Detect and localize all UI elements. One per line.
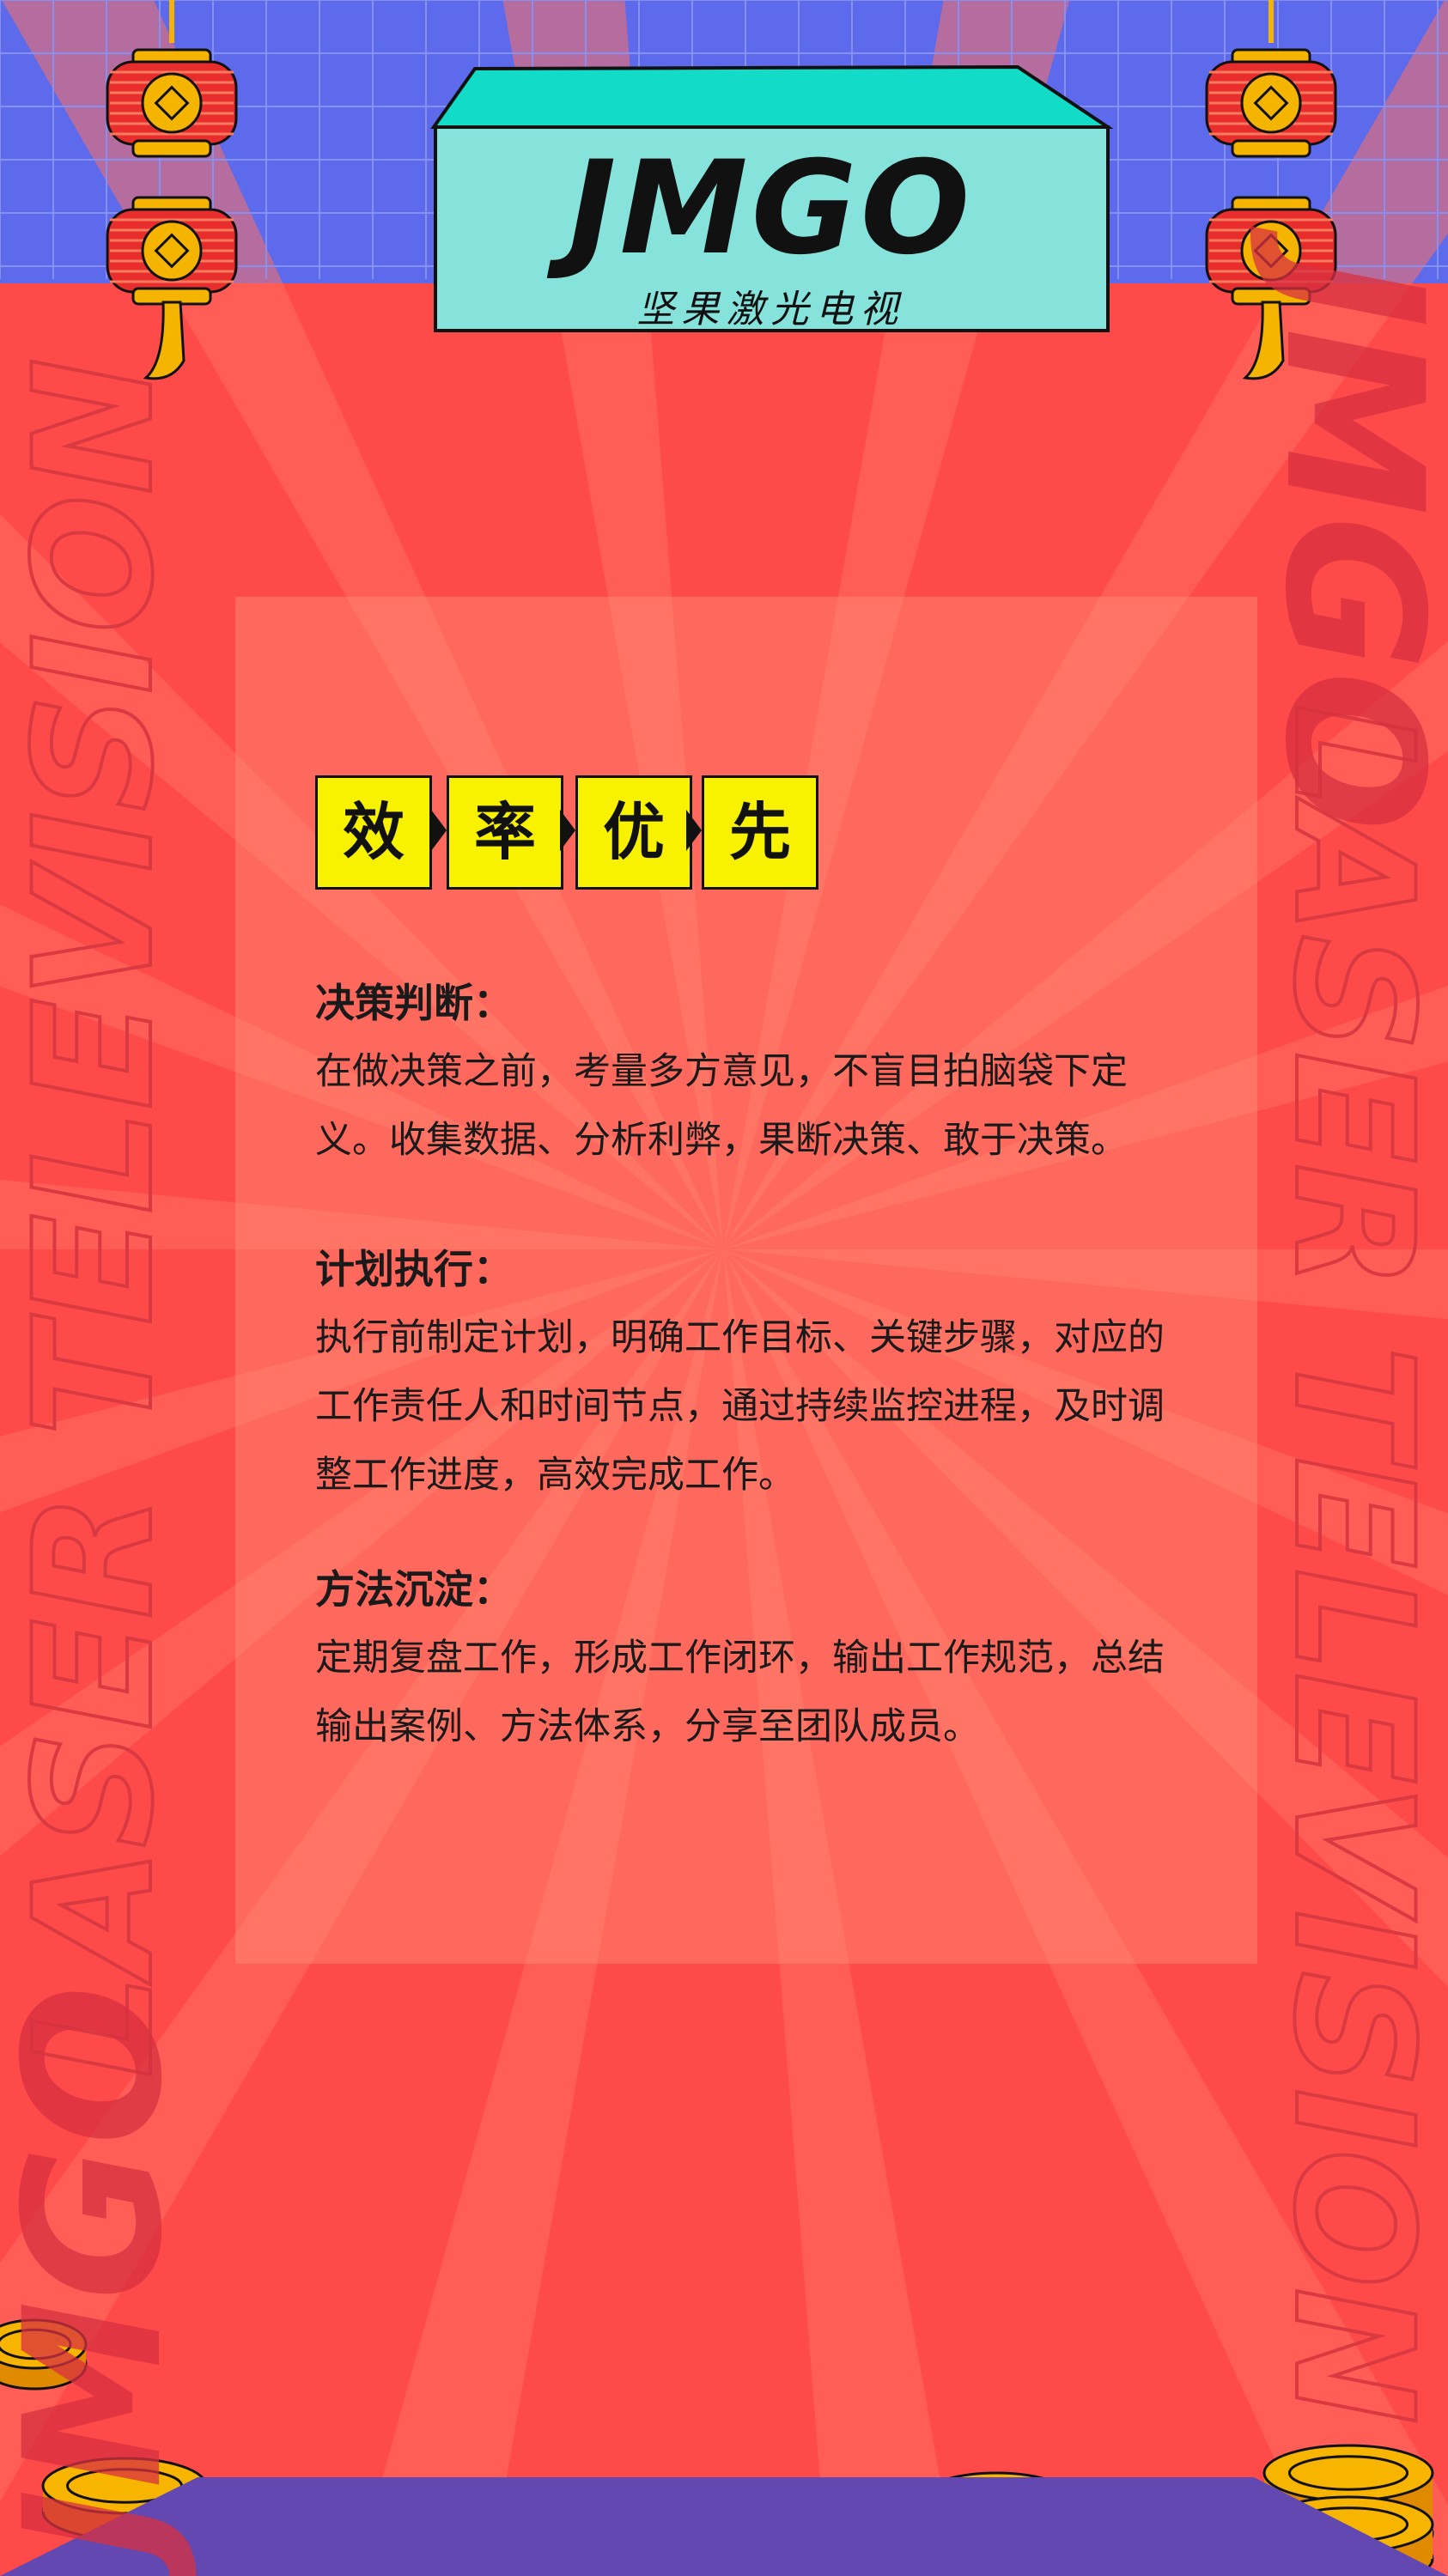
heading-tile: 效 <box>315 775 432 890</box>
section: 计划执行： 执行前制定计划，明确工作目标、关键步骤，对应的工作责任人和时间节点，通… <box>315 1235 1200 1510</box>
section-title: 计划执行： <box>315 1246 513 1292</box>
logo-box-top <box>430 64 1114 129</box>
tile-arrow <box>431 810 447 851</box>
watermark-text: LASER TELEVISION <box>1258 704 1448 2424</box>
ray <box>723 1249 1448 1320</box>
lantern-hole <box>1253 233 1289 269</box>
section-body: 定期复盘工作，形成工作闭环，输出工作规范，总结输出案例、方法体系，分享至团队成员… <box>315 1637 1165 1748</box>
heading-tile: 先 <box>702 775 818 890</box>
lantern-hole <box>154 85 190 121</box>
ray <box>723 1249 1448 1987</box>
ray <box>723 641 1448 1249</box>
ray <box>723 1249 1448 2576</box>
ray <box>355 1249 723 2576</box>
top-grid <box>0 0 1448 279</box>
ray <box>0 1249 723 2502</box>
ray <box>723 1249 1448 1595</box>
section-body: 执行前制定计划，明确工作目标、关键步骤，对应的工作责任人和时间节点，通过持续监控… <box>315 1316 1165 1497</box>
lantern-hole <box>1253 85 1289 121</box>
tile-arrow <box>686 810 702 851</box>
lantern-hole <box>154 233 190 269</box>
lantern-cap <box>1231 139 1311 158</box>
ray <box>0 1249 723 1856</box>
ray <box>723 1249 958 2576</box>
heading-tile: 率 <box>447 775 563 890</box>
heading-tile: 优 <box>575 775 692 890</box>
ray <box>0 904 723 1249</box>
lantern-tassel <box>143 301 186 380</box>
lantern-tassel <box>1242 301 1285 380</box>
ray <box>0 1249 723 1513</box>
section-body: 在做决策之前，考量多方意见，不盲目拍脑袋下定义。收集数据、分析利弊，果断决策、敢… <box>315 1050 1128 1162</box>
watermark-brand: JMGO <box>1244 226 1448 831</box>
section-title: 决策判断： <box>315 980 513 1026</box>
ray <box>0 1179 723 1249</box>
coin-top <box>0 2318 88 2370</box>
watermark-brand: JMGO <box>0 1985 204 2576</box>
watermark-text: LASER TELEVISION <box>0 358 189 2078</box>
logo: JMGO 坚果激光电视 <box>435 129 1106 331</box>
bottom-stage <box>0 2477 1448 2576</box>
logo-box <box>434 125 1110 332</box>
section: 方法沉淀： 定期复盘工作，形成工作闭环，输出工作规范，总结输出案例、方法体系，分享… <box>315 1555 1200 1761</box>
tile-arrow <box>560 810 575 851</box>
section: 决策判断： 在做决策之前，考量多方意见，不盲目拍脑袋下定义。收集数据、分析利弊，果… <box>315 969 1200 1175</box>
ray <box>0 513 723 1249</box>
lantern-cap <box>131 139 212 158</box>
tagline: 坚果激光电视 <box>636 288 905 331</box>
coin-ring <box>0 2328 72 2360</box>
coin-ring <box>1287 2455 1409 2491</box>
logo-text: JMGO <box>568 134 974 283</box>
section-title: 方法沉淀： <box>315 1566 513 1613</box>
